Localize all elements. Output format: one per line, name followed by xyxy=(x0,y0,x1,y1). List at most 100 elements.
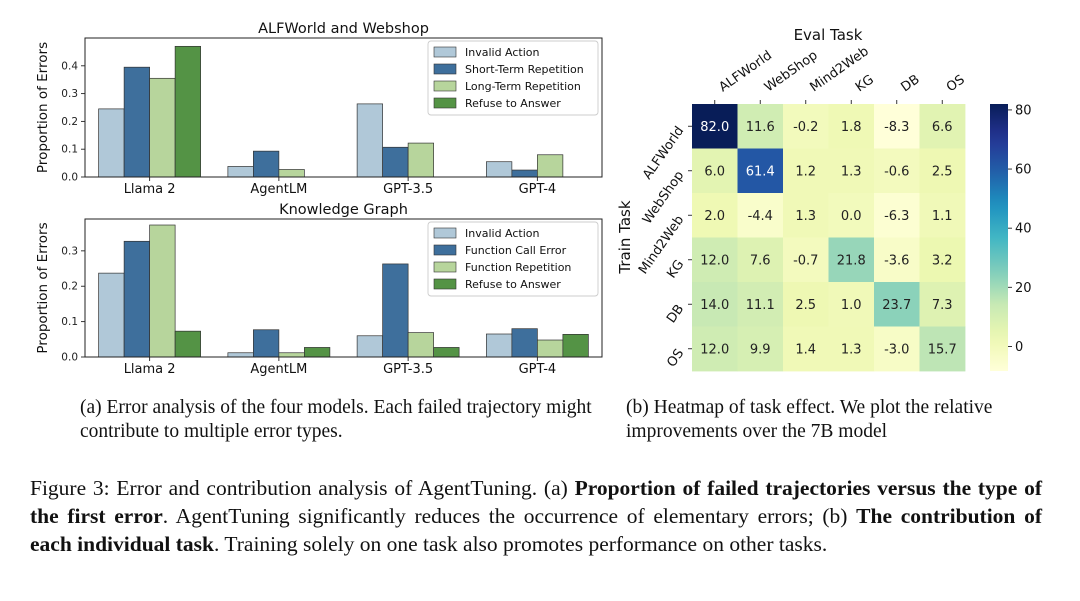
heatmap-cell-value: 23.7 xyxy=(882,298,911,313)
bottom-legend-label: Function Call Error xyxy=(465,244,567,257)
bar-chart-knowledge-graph: Knowledge Graph 0.0 0.1 0.2 0.3 Proportion of… xyxy=(35,202,603,377)
heatmap-col-label: DB xyxy=(898,72,922,95)
bottom-bar xyxy=(433,347,460,358)
bottom-bar xyxy=(123,240,150,358)
heatmap-xlabel: Eval Task xyxy=(794,26,863,44)
heatmap-cell-value: 6.0 xyxy=(704,164,725,179)
bottom-legend-label: Function Repetition xyxy=(465,261,571,274)
top-ytick-label: 0.3 xyxy=(61,88,78,100)
heatmap-cell-value: 6.6 xyxy=(932,120,953,135)
top-bar xyxy=(382,146,409,178)
top-bar xyxy=(278,169,305,178)
top-legend-label: Long-Term Repetition xyxy=(465,80,581,93)
bottom-legend: Invalid Action Function Call Error Functio… xyxy=(427,221,599,297)
heatmap-cell xyxy=(828,326,875,372)
heatmap-cell-value: -0.2 xyxy=(793,120,818,135)
bottom-bar xyxy=(227,352,254,358)
heatmap-cell xyxy=(919,193,966,238)
heatmap-cell-value: 1.0 xyxy=(841,298,862,313)
bottom-legend-swatch xyxy=(433,261,457,273)
heatmap-cell xyxy=(783,148,829,194)
heatmap-cell xyxy=(919,237,966,283)
heatmap-cell xyxy=(783,104,829,149)
bottom-bar xyxy=(537,339,564,358)
heatmap-cell xyxy=(692,282,738,327)
heatmap-cell-value: 12.0 xyxy=(700,253,729,268)
heatmap-cell-value: 7.3 xyxy=(932,298,953,313)
top-bar xyxy=(356,103,383,178)
heatmap-cell-value: 3.2 xyxy=(932,253,953,268)
heatmap-cell xyxy=(874,237,920,283)
heatmap-cell xyxy=(737,193,784,238)
top-legend-box xyxy=(427,40,599,116)
top-xtick-label: AgentLM xyxy=(250,182,307,197)
heatmap-cell-value: 11.6 xyxy=(746,120,775,135)
top-legend-label: Short-Term Repetition xyxy=(465,63,584,76)
top-bar xyxy=(227,166,254,178)
bottom-ylabel: Proportion of Errors xyxy=(35,222,51,353)
heatmap-cell xyxy=(828,193,875,238)
bottom-xtick-label: GPT-3.5 xyxy=(383,362,433,377)
heatmap-col-label: KG xyxy=(853,72,877,95)
bottom-xtick-label: AgentLM xyxy=(250,362,307,377)
heatmap-cell xyxy=(783,237,829,283)
heatmap-cell xyxy=(874,326,920,372)
colorbar-tick-label: 40 xyxy=(1015,222,1032,237)
bottom-bar xyxy=(174,330,201,358)
bottom-ytick-label: 0.3 xyxy=(61,245,78,257)
bottom-ytick-label: 0.2 xyxy=(61,281,78,293)
bottom-legend-swatch xyxy=(433,278,457,290)
heatmap-cell xyxy=(783,193,829,238)
heatmap-cell xyxy=(692,237,738,283)
heatmap-cell-value: -3.6 xyxy=(884,253,909,268)
top-bar xyxy=(149,77,176,178)
colorbar xyxy=(990,104,1008,371)
heatmap-cell-value: -3.0 xyxy=(884,342,909,357)
heatmap-row-label: DB xyxy=(664,302,687,326)
heatmap-cell xyxy=(828,282,875,327)
heatmap-cell xyxy=(874,104,920,149)
caption-prefix: Figure 3: Error and contribution analysi… xyxy=(30,476,575,500)
colorbar-tick-label: 20 xyxy=(1015,281,1032,296)
top-legend-swatch xyxy=(433,97,457,109)
top-legend-swatch xyxy=(433,80,457,92)
heatmap-cell-value: -8.3 xyxy=(884,120,909,135)
colorbar-tick-label: 60 xyxy=(1015,163,1032,178)
bottom-xtick-label: Llama 2 xyxy=(124,362,176,377)
heatmap-cell-value: 1.3 xyxy=(841,164,862,179)
heatmap-cell xyxy=(874,193,920,238)
heatmap-col-label: OS xyxy=(944,72,968,95)
heatmap-cell-value: 21.8 xyxy=(837,253,866,268)
top-bar xyxy=(537,154,564,178)
heatmap-cell-value: 9.9 xyxy=(750,342,771,357)
heatmap-cell xyxy=(919,148,966,194)
bottom-legend-label: Refuse to Answer xyxy=(465,278,561,291)
heatmap-cell-value: 1.2 xyxy=(795,164,816,179)
heatmap-cell-value: 7.6 xyxy=(750,253,771,268)
top-legend-swatch xyxy=(433,63,457,75)
top-bar xyxy=(174,45,201,178)
colorbar-tick-label: 0 xyxy=(1015,340,1023,355)
top-bar xyxy=(486,161,513,178)
heatmap-cell-value: -0.6 xyxy=(884,164,909,179)
heatmap-cell-value: 11.1 xyxy=(746,298,775,313)
heatmap-cell xyxy=(919,282,966,327)
heatmap-cell xyxy=(919,326,966,372)
heatmap-cell-value: -0.7 xyxy=(793,253,818,268)
heatmap-cell xyxy=(737,282,784,327)
top-ytick-label: 0.1 xyxy=(61,144,78,156)
caption-bold-2: The contribution of each individual task xyxy=(30,504,1042,556)
top-bar xyxy=(407,142,434,178)
bar-chart-alfworld-webshop: ALFWorld and Webshop 0.0 0.1 0.2 0.3 0.4 Propo… xyxy=(35,21,603,197)
heatmap-cell xyxy=(737,104,784,149)
heatmap-cell-value: 12.0 xyxy=(700,342,729,357)
heatmap-cell-value: -4.4 xyxy=(748,209,773,224)
top-bar xyxy=(511,169,538,178)
top-title: ALFWorld and Webshop xyxy=(258,21,429,37)
heatmap-cell xyxy=(692,193,738,238)
heatmap-cell-value: 1.4 xyxy=(795,342,816,357)
subcaption-b: (b) Heatmap of task effect. We plot the … xyxy=(626,397,993,442)
bottom-title: Knowledge Graph xyxy=(279,202,408,218)
caption-mid: . AgentTuning significantly reduces the … xyxy=(162,504,857,528)
